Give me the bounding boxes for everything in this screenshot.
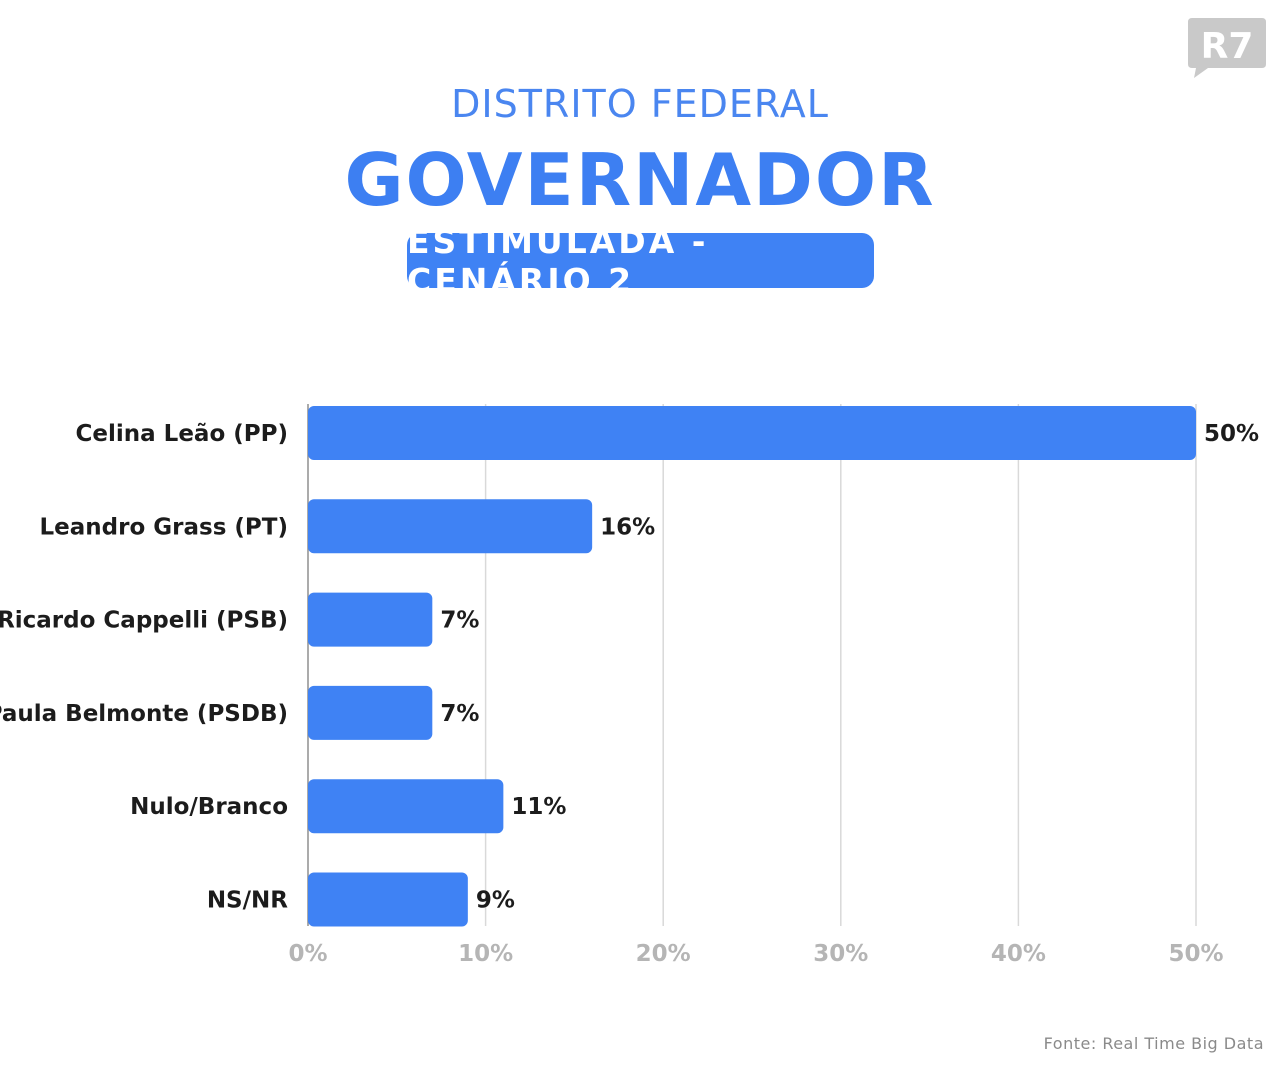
category-label: Leandro Grass (PT) <box>40 514 288 540</box>
category-label: Ricardo Cappelli (PSB) <box>0 608 288 634</box>
bar-chart: 0% 10% 20% 30% 40% 50% Celina Leão (PP) 50% Lean… <box>0 404 1259 967</box>
chart-supertitle: DISTRITO FEDERAL <box>451 82 829 126</box>
value-label: 7% <box>440 608 479 634</box>
source-note: Fonte: Real Time Big Data <box>1043 1034 1264 1053</box>
x-tick-label: 0% <box>288 941 327 967</box>
bars <box>308 406 1196 927</box>
grid-lines <box>307 404 1197 926</box>
labels: 0% 10% 20% 30% 40% 50% Celina Leão (PP) 50% Lean… <box>0 421 1259 967</box>
value-label: 11% <box>511 794 566 820</box>
value-label: 7% <box>440 701 479 727</box>
x-tick-label: 40% <box>991 941 1046 967</box>
x-tick-label: 50% <box>1168 941 1223 967</box>
logo-text: R7 <box>1201 26 1254 67</box>
value-label: 9% <box>476 888 515 914</box>
bar <box>308 592 433 647</box>
category-label: Celina Leão (PP) <box>76 421 288 447</box>
bar <box>308 406 1196 460</box>
category-label: Nulo/Branco <box>130 794 288 820</box>
bar <box>308 872 468 927</box>
r7-logo: R7 <box>1188 18 1266 78</box>
x-tick-label: 30% <box>813 941 868 967</box>
category-label: Paula Belmonte (PSDB) <box>0 701 288 727</box>
chart-title: GOVERNADOR <box>344 138 936 222</box>
x-tick-label: 20% <box>636 941 691 967</box>
value-label: 16% <box>600 514 655 540</box>
bar <box>308 779 504 834</box>
x-tick-label: 10% <box>458 941 513 967</box>
bar <box>308 685 433 740</box>
value-label: 50% <box>1204 421 1259 447</box>
category-label: NS/NR <box>207 888 288 914</box>
bar <box>308 499 593 554</box>
